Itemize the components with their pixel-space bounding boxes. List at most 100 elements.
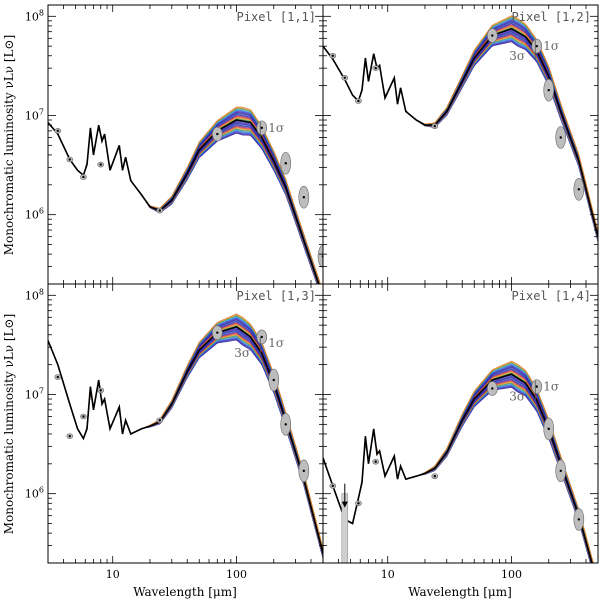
fit-curve xyxy=(48,332,323,556)
fit-curve xyxy=(48,327,323,555)
photometry-point xyxy=(559,136,562,139)
fit-curve xyxy=(48,122,318,284)
photometry-point xyxy=(547,427,550,431)
fit-curve xyxy=(48,334,323,557)
fit-curve xyxy=(323,375,593,563)
sigma-3-label: 3σ xyxy=(234,346,250,360)
panel-title-1-3: Pixel [1,3] xyxy=(237,289,316,303)
photometry-point xyxy=(535,385,538,388)
sigma-3-label: 3σ xyxy=(509,49,525,63)
y-tick-label: 108 xyxy=(25,8,44,23)
fit-curve xyxy=(48,320,323,552)
x-tick-label: 10 xyxy=(381,568,395,581)
fit-curve xyxy=(48,333,323,557)
sigma-1-label: 1σ xyxy=(543,39,559,53)
fit-curve xyxy=(48,318,323,551)
photometry-point xyxy=(343,76,346,79)
photometry-ellipse xyxy=(317,245,323,268)
fit-curve xyxy=(323,21,598,235)
photometry-point xyxy=(535,44,538,48)
fit-curve xyxy=(48,122,319,284)
photometry-point xyxy=(158,419,161,422)
photometry-point xyxy=(284,423,287,426)
photometry-point xyxy=(331,54,335,57)
y-tick-label: 106 xyxy=(25,486,44,501)
fit-curve xyxy=(323,385,592,563)
sigma-3-label: 3σ xyxy=(509,390,525,404)
photometry-point xyxy=(374,66,377,70)
fit-curve xyxy=(323,382,592,563)
fit-curve xyxy=(48,122,319,284)
photometry-point xyxy=(216,331,219,334)
photometry-point xyxy=(56,129,60,133)
fit-curve xyxy=(48,122,318,284)
fit-curve xyxy=(48,329,323,555)
photometry-point xyxy=(56,375,60,379)
photometry-point xyxy=(357,502,360,505)
x-tick-label: 100 xyxy=(501,568,522,581)
fit-curve xyxy=(323,374,593,563)
x-tick-label: 10 xyxy=(106,568,120,581)
panel-frame xyxy=(322,283,599,564)
fit-curve xyxy=(323,378,592,563)
fit-curve xyxy=(48,122,318,284)
fit-curve xyxy=(48,316,323,550)
photometry-point xyxy=(68,434,71,438)
photometry-point xyxy=(374,460,377,463)
sigma-1-label: 1σ xyxy=(268,336,284,350)
fit-curve xyxy=(323,21,598,235)
upper-limit-arrowhead xyxy=(341,501,348,508)
panel-pixel-1-3: 1σ 3σ xyxy=(48,313,323,559)
panel-title-1-4: Pixel [1,4] xyxy=(512,289,591,303)
fit-curve xyxy=(48,324,323,553)
photometry-point xyxy=(433,475,436,478)
fit-curve xyxy=(48,323,323,553)
fit-curve xyxy=(48,122,318,284)
fit-curve xyxy=(323,376,593,563)
fit-curve xyxy=(323,381,592,563)
fit-curve xyxy=(48,321,323,552)
photometry-point xyxy=(547,88,550,92)
photometry-point xyxy=(577,188,581,191)
fit-curve xyxy=(48,326,323,554)
fit-curve xyxy=(48,331,323,556)
best-fit-sed xyxy=(323,27,598,237)
fit-curve xyxy=(323,377,592,563)
fit-curve xyxy=(48,331,323,556)
y-axis-label-bottom: Monochromatic luminosity νLν [L⊙] xyxy=(2,314,16,535)
panel-pixel-1-2: 1σ 3σ xyxy=(323,15,598,242)
y-tick-label: 106 xyxy=(25,207,44,222)
fit-curve xyxy=(323,372,593,563)
fit-curve xyxy=(323,380,592,563)
photometry-point xyxy=(302,469,306,473)
photometry-point xyxy=(357,99,360,103)
x-tick-label: 100 xyxy=(226,568,247,581)
fit-curve xyxy=(323,380,592,563)
photometry-point xyxy=(433,124,436,128)
photometry-point xyxy=(491,34,494,37)
photometry-point xyxy=(216,132,219,136)
fit-curve xyxy=(323,373,593,563)
photometry-point xyxy=(272,378,275,382)
fit-curve xyxy=(48,326,323,554)
photometry-point xyxy=(260,335,263,339)
best-fit-sed xyxy=(48,119,320,284)
fit-curve xyxy=(48,122,318,284)
fit-curve xyxy=(323,22,598,235)
fit-curve xyxy=(48,322,323,553)
axes-layer: 106 107 108 10 100 106 107 108 10 100 xyxy=(25,4,599,581)
fit-curve xyxy=(323,383,592,563)
photometry-point xyxy=(68,158,71,161)
x-axis-label-left: Wavelength [μm] xyxy=(133,585,237,599)
x-axis-label-right: Wavelength [μm] xyxy=(408,585,512,599)
panel-pixel-1-1: 1σ xyxy=(48,106,323,284)
photometry-point xyxy=(260,126,263,130)
fit-curve xyxy=(48,330,323,555)
y-axis-label-top: Monochromatic luminosity νLν [L⊙] xyxy=(2,35,16,256)
fit-curve xyxy=(48,122,319,284)
best-fit-sed xyxy=(48,326,323,554)
panel-pixel-1-4: 1σ 3σ xyxy=(323,360,594,563)
photometry-point xyxy=(99,163,102,166)
photometry-point xyxy=(284,162,287,165)
